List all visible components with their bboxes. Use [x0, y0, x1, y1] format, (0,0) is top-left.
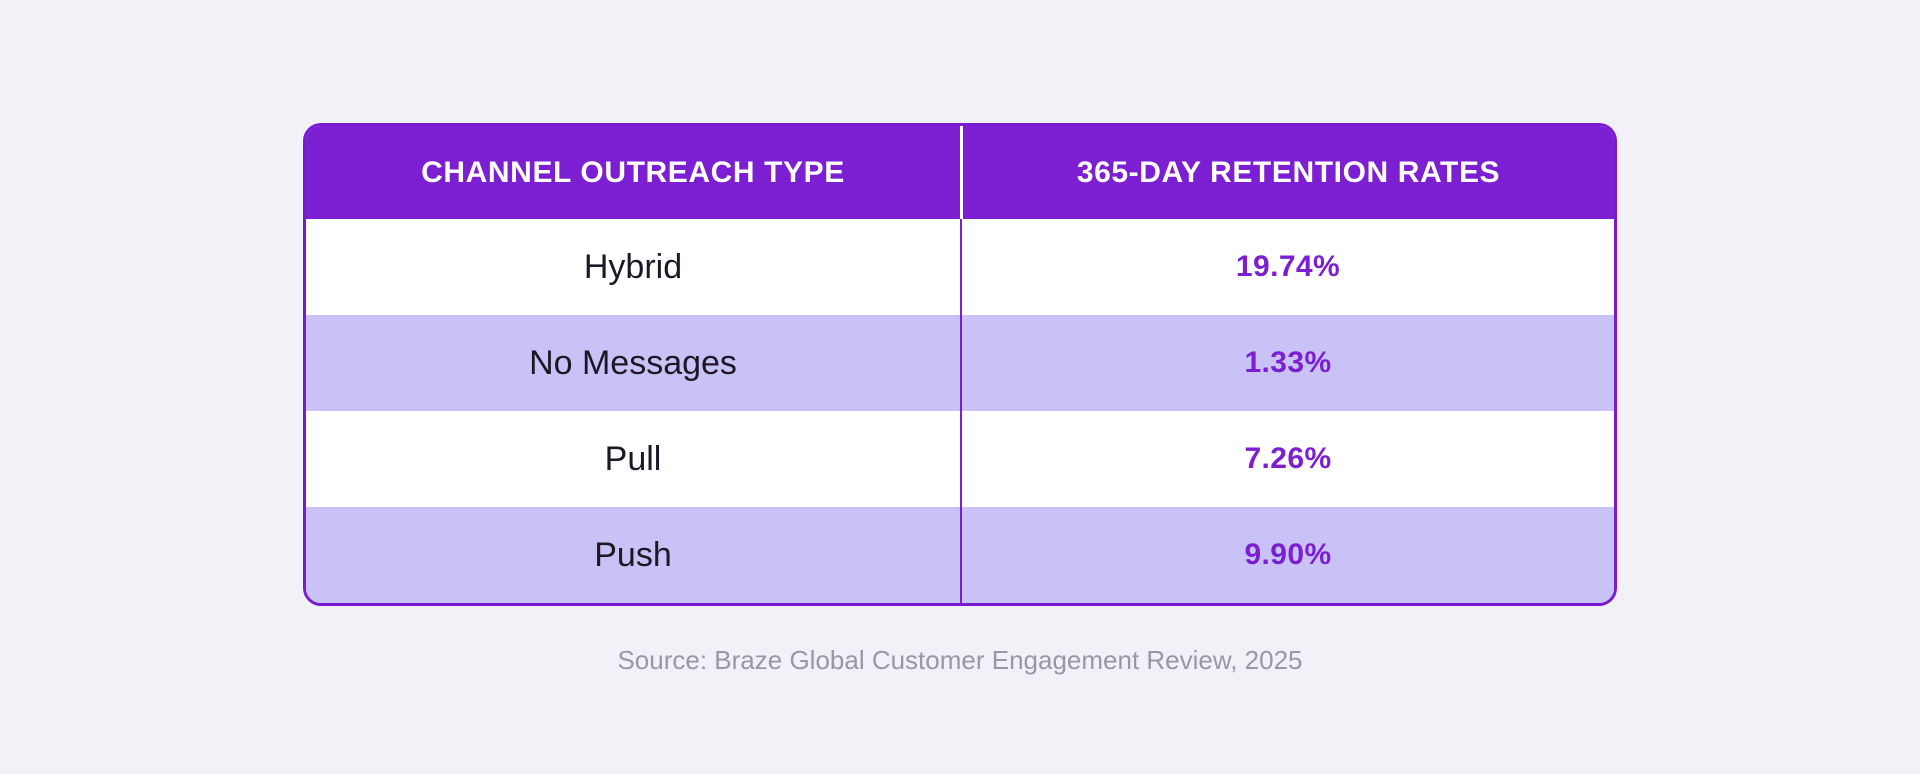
column-header-channel-outreach-type: CHANNEL OUTREACH TYPE [421, 155, 845, 189]
table-row: Pull 7.26% [306, 411, 1614, 507]
row-label-push: Push [594, 535, 672, 574]
column-header-365-day-retention-rates: 365-DAY RETENTION RATES [960, 126, 1614, 219]
row-value-hybrid: 19.74% [960, 219, 1614, 315]
table-row: No Messages 1.33% [306, 315, 1614, 411]
row-label-no-messages: No Messages [529, 343, 737, 382]
row-label-hybrid: Hybrid [583, 247, 683, 286]
row-value-pull: 7.26% [960, 411, 1614, 507]
table-row: Hybrid 19.74% [306, 219, 1614, 315]
table-row: Push 9.90% [306, 507, 1614, 603]
source-attribution: Source: Braze Global Customer Engagement… [617, 645, 1303, 675]
row-value-push: 9.90% [960, 507, 1614, 603]
row-value-no-messages: 1.33% [960, 315, 1614, 411]
row-label-pull: Pull [604, 439, 662, 478]
retention-rates-table: CHANNEL OUTREACH TYPE 365-DAY RETENTION … [303, 123, 1617, 606]
table-header-row: CHANNEL OUTREACH TYPE 365-DAY RETENTION … [306, 126, 1614, 219]
